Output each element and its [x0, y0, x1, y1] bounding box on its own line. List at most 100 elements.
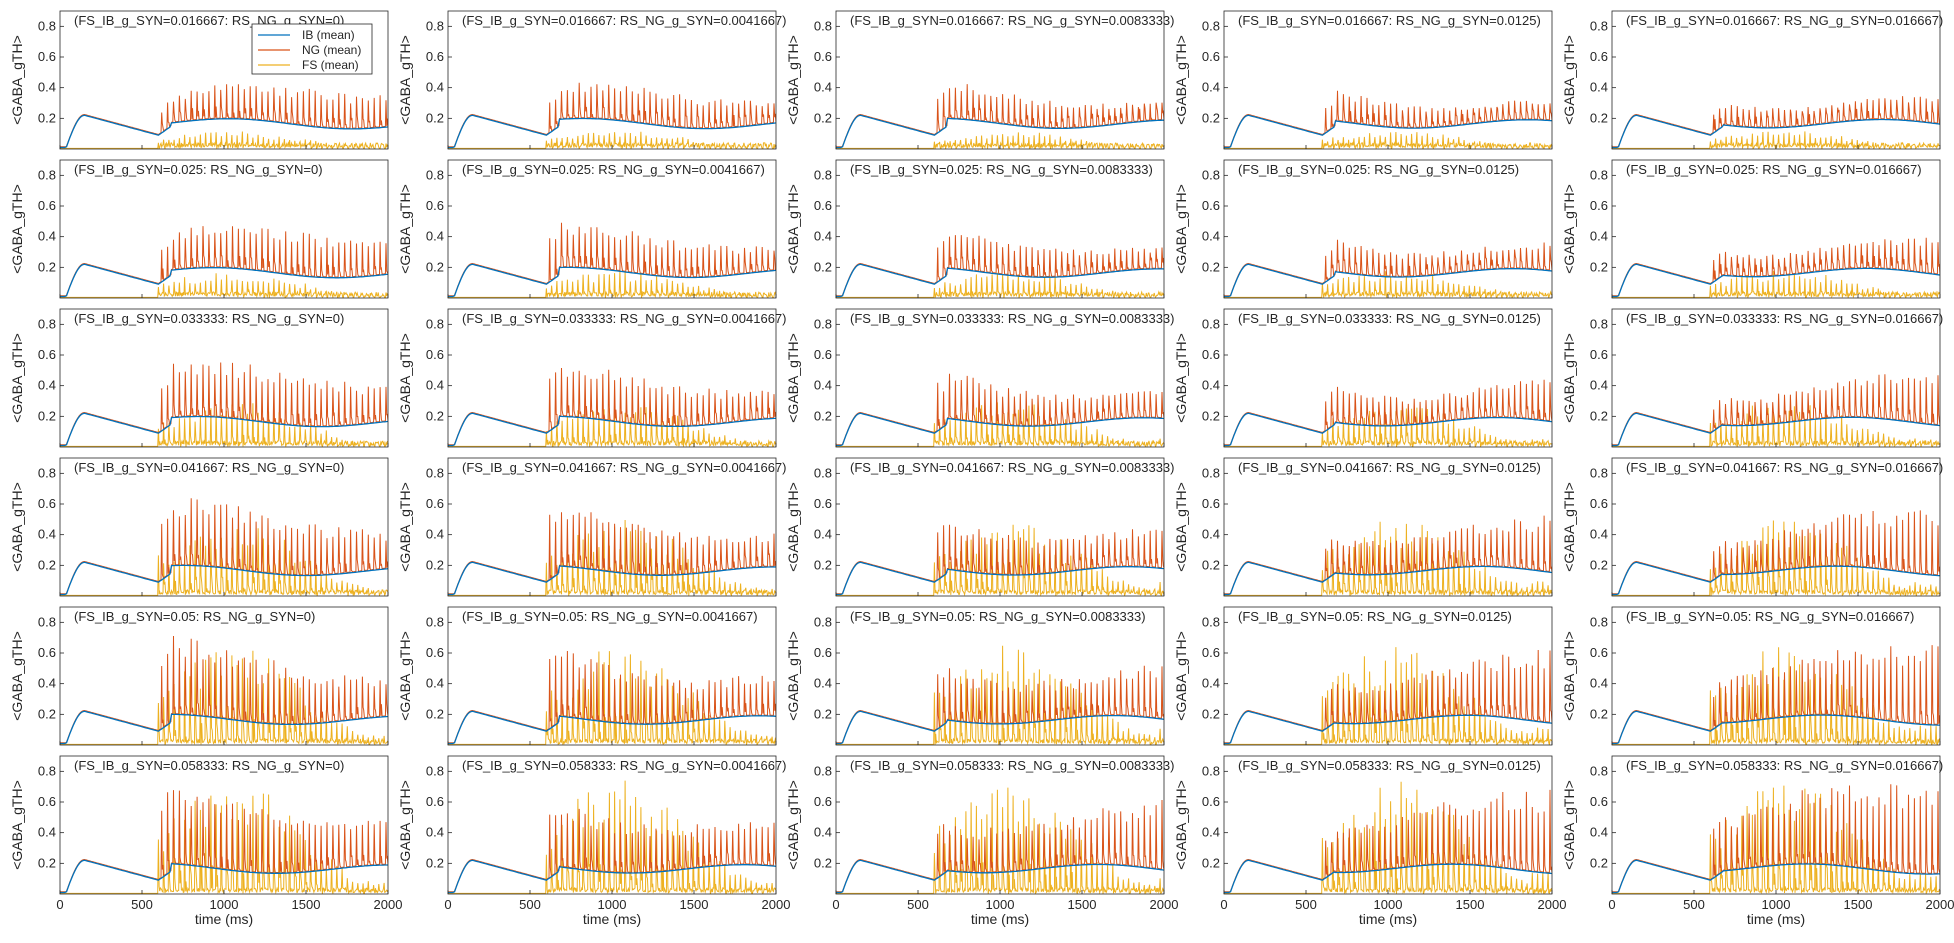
panel-title: (FS_IB_g_SYN=0.016667: RS_NG_g_SYN=0.004…	[462, 13, 787, 28]
ng-mean-line	[1224, 789, 1552, 893]
ng-mean-line	[1612, 374, 1940, 446]
ib-mean-line	[1612, 561, 1940, 596]
panel: 0.2 0.4 0.6 0.8 <GABA_gTH> (FS_IB_g_SYN=0.05:…	[397, 606, 777, 746]
ib-mean-line	[448, 114, 776, 149]
panel: 0.2 0.4 0.6 0.8 <GABA_gTH> (FS_IB_g_SYN=0.041…	[9, 457, 389, 597]
y-axis-label: <GABA_gTH>	[397, 780, 413, 870]
panel-title: (FS_IB_g_SYN=0.016667: RS_NG_g_SYN=0.016…	[1626, 13, 1943, 28]
ib-mean-line	[448, 263, 776, 298]
y-tick-label: 0.2	[426, 408, 444, 423]
ng-mean-line	[1612, 510, 1940, 595]
ib-mean-line	[1224, 114, 1552, 149]
x-tick-label: 0	[832, 897, 839, 912]
ng-mean-line	[836, 524, 1164, 595]
axes-box	[835, 308, 1165, 448]
y-tick-label: 0.4	[814, 676, 832, 691]
y-tick-label: 0.6	[426, 496, 444, 511]
panel-title: (FS_IB_g_SYN=0.041667: RS_NG_g_SYN=0.012…	[1238, 460, 1541, 475]
y-tick-label: 0.4	[1202, 80, 1220, 95]
panel: 0.2 0.4 0.6 0.8 <GABA_gTH> (FS_IB_g_SYN=0.033…	[1561, 308, 1943, 448]
y-tick-label: 0.6	[38, 794, 56, 809]
y-tick-label: 0.8	[814, 614, 832, 629]
plot-area	[448, 650, 776, 745]
y-tick-label: 0.6	[814, 496, 832, 511]
x-tick-label: 2000	[1150, 897, 1179, 912]
y-axis-label: <GABA_gTH>	[785, 631, 801, 721]
y-tick-label: 0.4	[426, 80, 444, 95]
ib-mean-line	[448, 710, 776, 745]
panel-title: (FS_IB_g_SYN=0.041667: RS_NG_g_SYN=0.016…	[1626, 460, 1943, 475]
x-tick-label: 1000	[1762, 897, 1791, 912]
panel: 0.2 0.4 0.6 0.8 <GABA_gTH> (FS_IB_g_SYN=0.05:…	[785, 606, 1165, 746]
axes-box	[447, 308, 777, 448]
y-tick-label: 0.6	[814, 198, 832, 213]
axes-box	[1611, 159, 1941, 299]
y-tick-label: 0.2	[426, 855, 444, 870]
y-tick-label: 0.8	[38, 316, 56, 331]
y-tick-label: 0.2	[1590, 259, 1608, 274]
panel: 0.2 0.4 0.6 0.8 <GABA_gTH> (FS_IB_g_SYN=0.05:…	[9, 606, 389, 746]
y-tick-label: 0.8	[38, 465, 56, 480]
panel-title: (FS_IB_g_SYN=0.033333: RS_NG_g_SYN=0)	[74, 311, 344, 326]
fs-mean-line	[1224, 131, 1552, 149]
fs-mean-line	[1224, 647, 1552, 745]
panel: 0.2 0.4 0.6 0.8 <GABA_gTH> (FS_IB_g_SYN=0.033…	[9, 308, 389, 448]
ng-mean-line	[836, 235, 1164, 297]
plot-area	[1224, 90, 1552, 149]
y-tick-label: 0.6	[426, 49, 444, 64]
y-axis-label: <GABA_gTH>	[1561, 482, 1577, 572]
y-tick-label: 0.8	[1202, 614, 1220, 629]
ib-mean-line	[1224, 710, 1552, 745]
y-tick-label: 0.8	[38, 614, 56, 629]
axes-box	[1223, 457, 1553, 597]
ib-mean-line	[836, 263, 1164, 298]
y-tick-label: 0.6	[38, 49, 56, 64]
ib-mean-line	[1224, 859, 1552, 894]
y-tick-label: 0.8	[38, 167, 56, 182]
y-tick-label: 0.4	[814, 229, 832, 244]
ib-mean-line	[60, 114, 388, 149]
y-tick-label: 0.2	[814, 110, 832, 125]
panel-title: (FS_IB_g_SYN=0.05: RS_NG_g_SYN=0)	[74, 609, 315, 624]
y-axis-label: <GABA_gTH>	[9, 35, 25, 125]
axes-box	[59, 606, 389, 746]
y-tick-label: 0.6	[38, 347, 56, 362]
fs-mean-line	[448, 271, 776, 298]
plot-area	[1612, 510, 1940, 596]
y-axis-label: <GABA_gTH>	[1561, 631, 1577, 721]
fs-mean-line	[60, 403, 388, 447]
plot-area	[836, 524, 1164, 596]
x-tick-label: 1500	[1456, 897, 1485, 912]
y-tick-label: 0.8	[1590, 18, 1608, 33]
y-tick-label: 0.6	[1202, 198, 1220, 213]
y-tick-label: 0.4	[1202, 527, 1220, 542]
y-tick-label: 0.4	[1590, 80, 1608, 95]
panel: 0.2 0.4 0.6 0.8 0 500 1000 1500 2000 <GABA_gTH>ti…	[397, 755, 790, 927]
y-tick-label: 0.6	[1202, 496, 1220, 511]
ng-mean-line	[1612, 96, 1940, 148]
y-tick-label: 0.4	[1202, 825, 1220, 840]
ng-mean-line	[836, 665, 1164, 744]
ib-mean-line	[60, 561, 388, 596]
x-tick-label: 500	[519, 897, 541, 912]
panel: 0.2 0.4 0.6 0.8 <GABA_gTH> (FS_IB_g_SYN=0.033…	[397, 308, 787, 448]
y-tick-label: 0.8	[38, 763, 56, 778]
y-axis-label: <GABA_gTH>	[1173, 184, 1189, 274]
y-tick-label: 0.6	[426, 347, 444, 362]
x-tick-label: 500	[907, 897, 929, 912]
panel-title: (FS_IB_g_SYN=0.025: RS_NG_g_SYN=0)	[74, 162, 323, 177]
axes-box	[835, 10, 1165, 150]
y-tick-label: 0.6	[1590, 49, 1608, 64]
x-axis-label: time (ms)	[195, 911, 253, 927]
panel-title: (FS_IB_g_SYN=0.058333: RS_NG_g_SYN=0.008…	[850, 758, 1175, 773]
y-axis-label: <GABA_gTH>	[785, 482, 801, 572]
ng-mean-line	[1224, 379, 1552, 446]
x-tick-label: 1500	[292, 897, 321, 912]
y-tick-label: 0.6	[814, 347, 832, 362]
x-axis-label: time (ms)	[971, 911, 1029, 927]
y-tick-label: 0.4	[814, 378, 832, 393]
y-tick-label: 0.4	[38, 527, 56, 542]
y-tick-label: 0.4	[1590, 825, 1608, 840]
y-axis-label: <GABA_gTH>	[397, 184, 413, 274]
